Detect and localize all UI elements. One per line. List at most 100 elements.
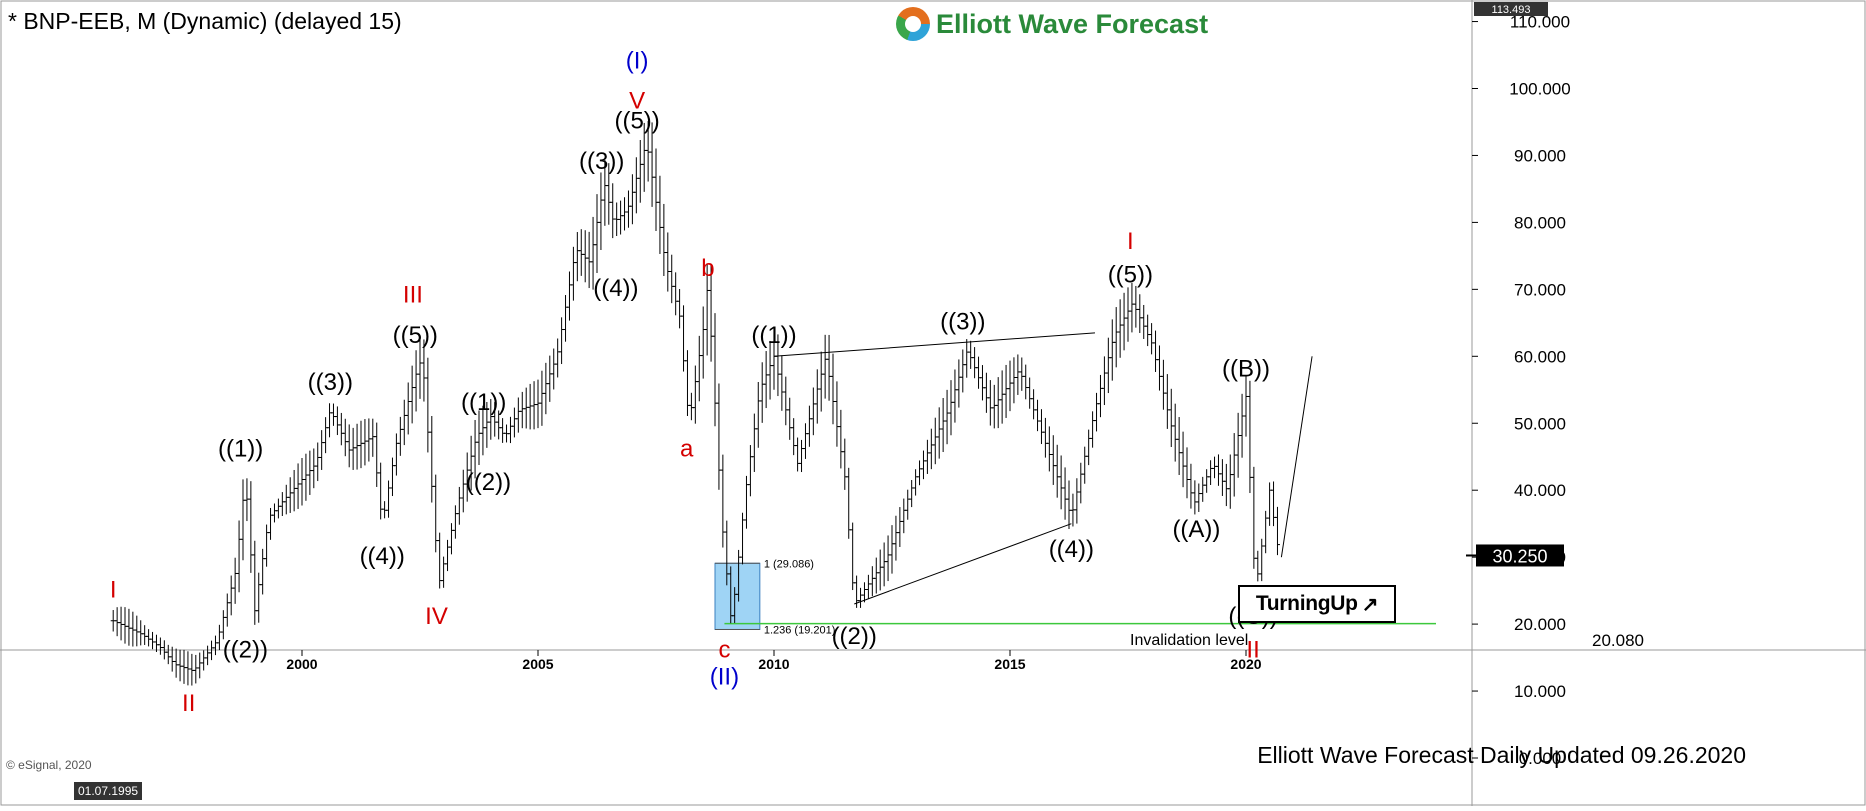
price-bar bbox=[1113, 307, 1119, 368]
price-bar bbox=[806, 405, 812, 447]
last-price-label: 30.250 bbox=[1492, 546, 1547, 566]
copyright-text: © eSignal, 2020 bbox=[6, 758, 92, 772]
price-bar bbox=[1168, 388, 1174, 447]
price-bar bbox=[1097, 374, 1103, 418]
wave-label: ((A)) bbox=[1172, 516, 1220, 543]
price-bar bbox=[1101, 356, 1107, 406]
price-bar bbox=[1255, 550, 1261, 582]
price-bar bbox=[354, 423, 360, 470]
y-tick-label: 50.000 bbox=[1514, 414, 1566, 433]
price-bar bbox=[1227, 454, 1233, 509]
price-bar bbox=[382, 501, 388, 519]
price-bar bbox=[1141, 304, 1147, 340]
wave-label: ((4)) bbox=[1049, 536, 1094, 563]
price-bar bbox=[523, 387, 529, 429]
price-bar bbox=[201, 650, 207, 671]
price-bar bbox=[1117, 299, 1123, 358]
price-bar bbox=[126, 608, 132, 646]
price-bar bbox=[684, 350, 690, 416]
price-bar bbox=[1042, 417, 1048, 458]
price-bar bbox=[1239, 393, 1245, 458]
price-bar bbox=[1172, 403, 1178, 462]
price-bar bbox=[999, 370, 1005, 424]
fib-label: 1.236 (19.201) bbox=[764, 624, 836, 636]
brand-logo: Elliott Wave Forecast bbox=[896, 6, 1208, 42]
price-bar bbox=[1196, 483, 1202, 512]
price-bar bbox=[173, 648, 179, 678]
price-bar bbox=[1160, 359, 1166, 410]
y-tick-label: 10.000 bbox=[1514, 682, 1566, 701]
wave-label: I bbox=[110, 576, 117, 603]
price-bar bbox=[917, 460, 923, 486]
price-bar bbox=[869, 566, 875, 597]
wave-label: ((2)) bbox=[466, 469, 511, 496]
price-bar bbox=[1090, 411, 1096, 448]
price-bar bbox=[1200, 476, 1206, 502]
price-bar bbox=[146, 629, 152, 647]
price-bar bbox=[657, 175, 663, 254]
price-bar bbox=[1078, 462, 1084, 504]
price-bar bbox=[688, 392, 694, 421]
price-bar bbox=[712, 313, 718, 427]
price-bar bbox=[1263, 510, 1269, 554]
y-tick-label: 80.000 bbox=[1514, 213, 1566, 232]
price-bar bbox=[1259, 538, 1265, 582]
price-bar bbox=[779, 355, 785, 411]
price-bar bbox=[338, 412, 344, 446]
trend-line bbox=[854, 523, 1072, 605]
price-bar bbox=[932, 417, 938, 465]
price-bar bbox=[448, 523, 454, 555]
price-bar bbox=[637, 139, 643, 203]
wave-label: b bbox=[701, 255, 714, 282]
price-bar bbox=[759, 362, 765, 423]
price-bar bbox=[551, 348, 557, 390]
price-bar bbox=[413, 350, 419, 412]
price-bar bbox=[311, 448, 317, 489]
price-bar bbox=[834, 381, 840, 447]
price-bar bbox=[1062, 467, 1068, 520]
price-bar bbox=[559, 317, 565, 365]
price-bar bbox=[334, 406, 340, 436]
price-bar bbox=[751, 413, 757, 472]
price-bar bbox=[138, 620, 144, 646]
price-bar bbox=[1267, 482, 1273, 526]
price-bar bbox=[885, 535, 891, 582]
chart-title: * BNP-EEB, M (Dynamic) (delayed 15) bbox=[8, 8, 402, 34]
price-bar bbox=[622, 197, 628, 231]
price-bar bbox=[1164, 374, 1170, 429]
price-bar bbox=[578, 229, 584, 276]
price-bar bbox=[153, 634, 159, 652]
wave-label: ((1)) bbox=[461, 389, 506, 416]
wave-label: II bbox=[1246, 637, 1259, 664]
price-bar bbox=[1180, 431, 1186, 488]
wave-label: ((4)) bbox=[360, 543, 405, 570]
price-bar bbox=[692, 365, 698, 424]
price-bar bbox=[1094, 392, 1100, 432]
arrow-up-right-icon: ↗ bbox=[1361, 593, 1379, 616]
price-bar bbox=[814, 369, 820, 424]
price-bar bbox=[177, 649, 183, 682]
price-bar bbox=[114, 607, 120, 637]
price-bar bbox=[1219, 459, 1225, 496]
price-bar bbox=[378, 462, 384, 520]
price-bar bbox=[802, 423, 808, 459]
price-bar bbox=[681, 305, 687, 372]
y-tick-label: 100.000 bbox=[1509, 80, 1570, 99]
y-tick-label: 0.000 bbox=[1519, 749, 1562, 768]
y-tick-label: 90.000 bbox=[1514, 146, 1566, 165]
start-date-badge: 01.07.1995 bbox=[74, 782, 143, 800]
price-bar bbox=[881, 542, 887, 587]
wave-label: (I) bbox=[626, 47, 649, 74]
price-bar bbox=[1215, 454, 1221, 486]
price-bar bbox=[850, 522, 856, 591]
price-bar bbox=[1023, 364, 1029, 400]
brand-name: Elliott Wave Forecast bbox=[936, 8, 1209, 39]
price-bar bbox=[1003, 364, 1009, 418]
price-bar bbox=[1086, 429, 1092, 466]
price-bar bbox=[366, 418, 372, 462]
price-bar bbox=[1074, 478, 1080, 524]
price-bar bbox=[342, 418, 348, 457]
